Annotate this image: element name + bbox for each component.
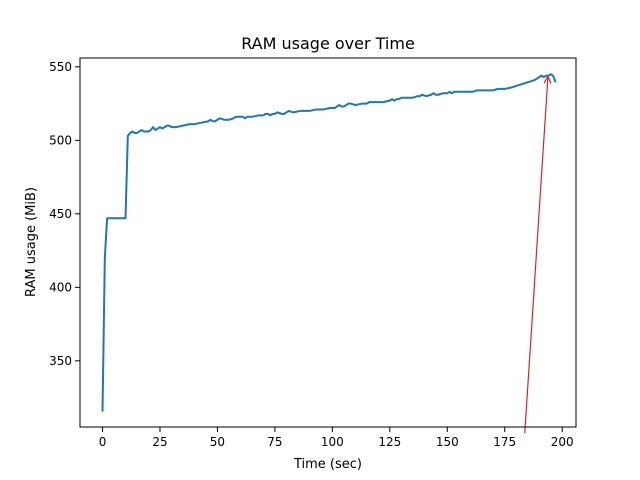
x-axis: 0 25 50 75 100 125 150 175 200 (99, 427, 574, 449)
y-tick-label: 500 (49, 133, 72, 147)
x-tick-label: 50 (210, 435, 225, 449)
series-line-0 (101, 73, 557, 412)
x-tick-label: 200 (551, 435, 574, 449)
x-tick-label: 100 (321, 435, 344, 449)
x-tick-label: 25 (152, 435, 167, 449)
y-tick-label: 350 (49, 354, 72, 368)
plot-frame (79, 57, 577, 428)
x-tick-label: 125 (378, 435, 401, 449)
plot-area (80, 58, 576, 427)
x-axis-label: Time (sec) (293, 457, 362, 472)
y-tick-label: 400 (49, 280, 72, 294)
y-axis-label: RAM usage (MiB) (24, 187, 39, 297)
annotation-layer (524, 74, 552, 434)
series-layer (101, 73, 557, 412)
x-tick-label: 175 (493, 435, 516, 449)
x-tick-label: 150 (436, 435, 459, 449)
y-axis: 350 400 450 500 550 (49, 60, 80, 368)
y-tick-label: 550 (49, 60, 72, 74)
x-tick-label: 0 (99, 435, 107, 449)
chart-title: RAM usage over Time (241, 34, 415, 53)
annotation-arrow (524, 74, 552, 434)
arrow-shaft (524, 76, 549, 434)
y-tick-label: 450 (49, 207, 72, 221)
x-tick-label: 75 (267, 435, 282, 449)
arrow-head (543, 74, 552, 84)
